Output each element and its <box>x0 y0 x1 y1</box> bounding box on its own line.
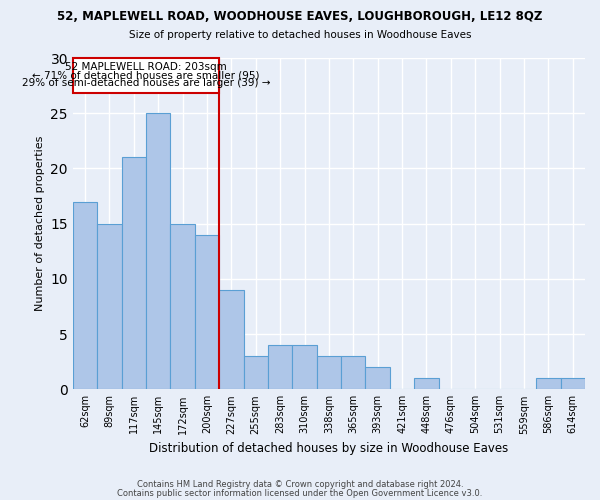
Text: Size of property relative to detached houses in Woodhouse Eaves: Size of property relative to detached ho… <box>129 30 471 40</box>
FancyBboxPatch shape <box>73 58 219 94</box>
Bar <box>97 224 122 390</box>
Text: Contains HM Land Registry data © Crown copyright and database right 2024.: Contains HM Land Registry data © Crown c… <box>137 480 463 489</box>
Bar <box>219 290 244 390</box>
Bar <box>170 224 195 390</box>
Bar <box>73 202 97 390</box>
Bar <box>268 345 292 390</box>
Bar <box>317 356 341 390</box>
Bar <box>292 345 317 390</box>
Bar <box>146 113 170 390</box>
Bar <box>365 367 390 390</box>
Bar <box>244 356 268 390</box>
Text: 29% of semi-detached houses are larger (39) →: 29% of semi-detached houses are larger (… <box>22 78 270 88</box>
Text: 52, MAPLEWELL ROAD, WOODHOUSE EAVES, LOUGHBOROUGH, LE12 8QZ: 52, MAPLEWELL ROAD, WOODHOUSE EAVES, LOU… <box>58 10 542 23</box>
Text: 52 MAPLEWELL ROAD: 203sqm: 52 MAPLEWELL ROAD: 203sqm <box>65 62 227 72</box>
X-axis label: Distribution of detached houses by size in Woodhouse Eaves: Distribution of detached houses by size … <box>149 442 509 455</box>
Bar <box>536 378 560 390</box>
Text: Contains public sector information licensed under the Open Government Licence v3: Contains public sector information licen… <box>118 488 482 498</box>
Bar <box>122 158 146 390</box>
Text: ← 71% of detached houses are smaller (95): ← 71% of detached houses are smaller (95… <box>32 70 260 80</box>
Bar <box>195 234 219 390</box>
Bar <box>414 378 439 390</box>
Bar <box>341 356 365 390</box>
Bar <box>560 378 585 390</box>
Y-axis label: Number of detached properties: Number of detached properties <box>35 136 45 312</box>
